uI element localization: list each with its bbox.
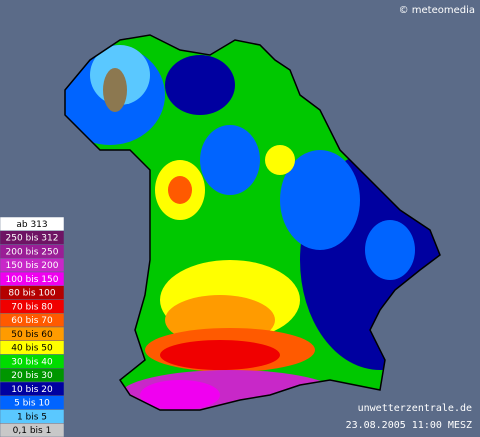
legend-label: 30 bis 40 — [11, 357, 53, 367]
legend-label: 200 bis 250 — [6, 247, 59, 257]
timestamp: 23.08.2005 11:00 MESZ — [346, 420, 472, 431]
legend-label: ab 313 — [16, 220, 47, 230]
legend: ab 313 250 bis 312 200 bis 250 150 bis 200 1… — [0, 216, 65, 437]
legend-label: 50 bis 60 — [11, 330, 53, 340]
legend-label: 100 bis 150 — [6, 275, 59, 285]
legend-label: 70 bis 80 — [11, 302, 53, 312]
legend-label: 1 bis 5 — [17, 412, 47, 422]
legend-label: 80 bis 100 — [8, 289, 56, 299]
state-border — [64, 34, 441, 411]
legend-label: 0,1 bis 1 — [13, 426, 52, 436]
site-name: unwetterzentrale.de — [358, 403, 472, 414]
attribution: © meteomedia — [399, 5, 475, 16]
legend-label: 40 bis 50 — [11, 344, 53, 354]
legend-label: 250 bis 312 — [6, 234, 59, 244]
legend-label: 20 bis 30 — [11, 371, 53, 381]
legend-label: 5 bis 10 — [14, 399, 50, 409]
legend-label: 150 bis 200 — [6, 261, 59, 271]
legend-label: 10 bis 20 — [11, 385, 53, 395]
legend-swatch — [0, 423, 65, 437]
legend-label: 60 bis 70 — [11, 316, 53, 326]
